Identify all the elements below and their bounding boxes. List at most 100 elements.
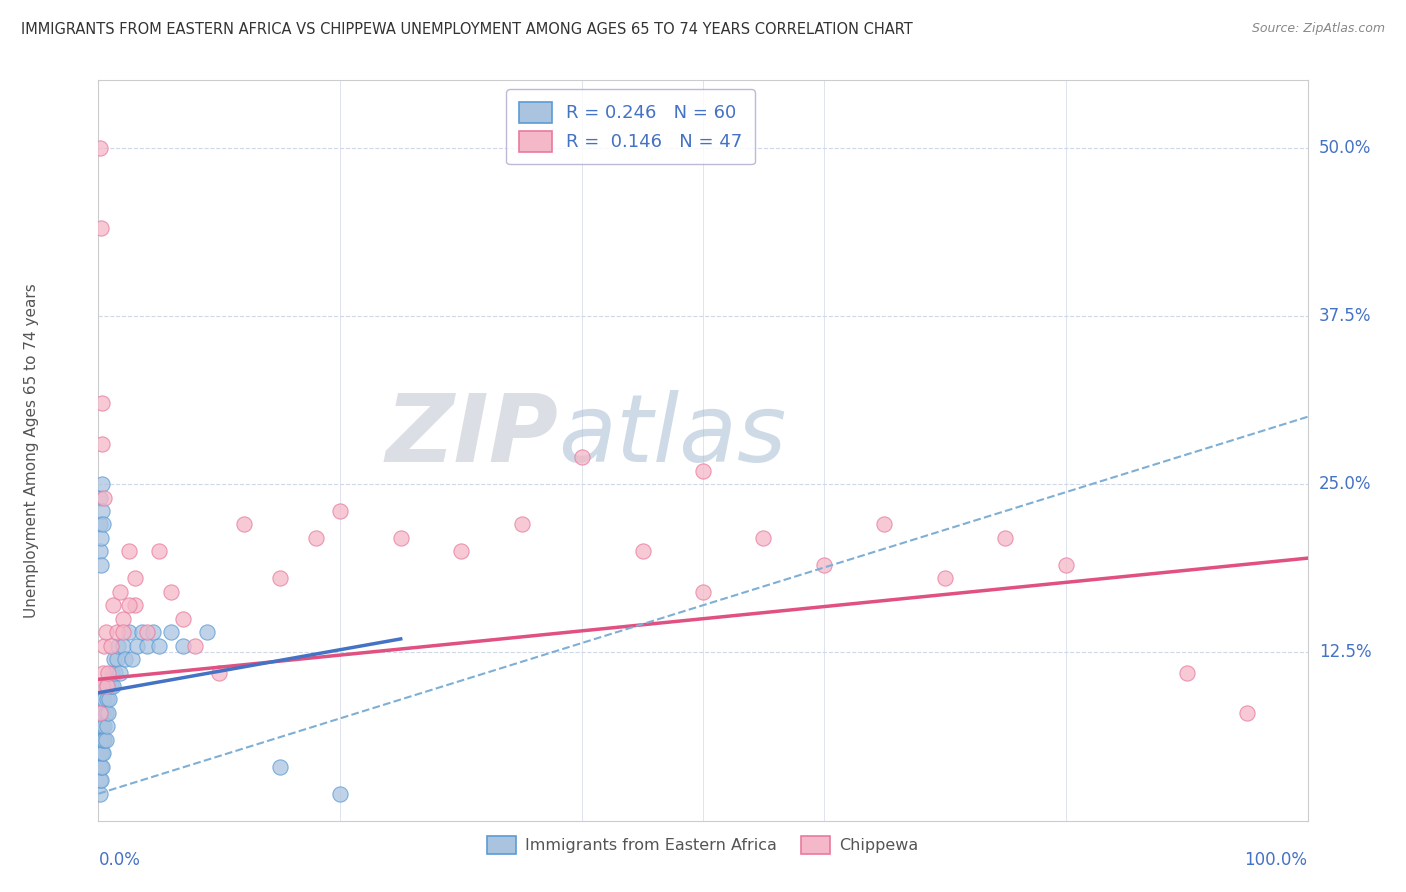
Point: [148, 639, 170, 653]
Point: [131, 625, 153, 640]
Point: [118, 599, 141, 613]
Point: [93, 719, 115, 733]
Point: [90, 221, 112, 235]
Point: [91, 732, 114, 747]
Point: [172, 612, 194, 626]
Point: [873, 517, 896, 532]
Point: [107, 639, 129, 653]
Point: [93, 491, 115, 505]
Point: [89, 706, 111, 720]
Point: [692, 584, 714, 599]
Point: [148, 544, 170, 558]
Point: [329, 504, 352, 518]
Point: [1054, 558, 1077, 572]
Point: [103, 652, 125, 666]
Point: [142, 625, 165, 640]
Point: [118, 625, 141, 640]
Point: [91, 679, 114, 693]
Point: [89, 773, 111, 788]
Text: ZIP: ZIP: [385, 390, 558, 482]
Point: [91, 477, 114, 491]
Point: [91, 747, 114, 761]
Point: [692, 464, 714, 478]
Point: [90, 558, 112, 572]
Point: [91, 719, 114, 733]
Point: [172, 639, 194, 653]
Point: [1236, 706, 1258, 720]
Text: 50.0%: 50.0%: [1319, 138, 1371, 157]
Point: [269, 571, 291, 585]
Point: [89, 732, 111, 747]
Point: [93, 692, 115, 706]
Text: IMMIGRANTS FROM EASTERN AFRICA VS CHIPPEWA UNEMPLOYMENT AMONG AGES 65 TO 74 YEAR: IMMIGRANTS FROM EASTERN AFRICA VS CHIPPE…: [21, 22, 912, 37]
Point: [97, 679, 120, 693]
Point: [90, 760, 112, 774]
Point: [89, 140, 111, 154]
Point: [631, 544, 654, 558]
Text: 0.0%: 0.0%: [98, 851, 141, 869]
Point: [571, 450, 593, 465]
Point: [111, 639, 134, 653]
Text: Unemployment Among Ages 65 to 74 years: Unemployment Among Ages 65 to 74 years: [24, 283, 39, 618]
Point: [184, 639, 207, 653]
Point: [813, 558, 835, 572]
Point: [89, 747, 111, 761]
Point: [104, 665, 127, 680]
Point: [90, 531, 112, 545]
Point: [89, 544, 111, 558]
Point: [90, 706, 112, 720]
Point: [91, 679, 114, 693]
Point: [89, 760, 111, 774]
Point: [91, 517, 114, 532]
Point: [91, 665, 114, 680]
Point: [124, 599, 146, 613]
Point: [96, 692, 118, 706]
Point: [269, 760, 291, 774]
Point: [105, 625, 128, 640]
Point: [160, 584, 183, 599]
Point: [752, 531, 775, 545]
Point: [389, 531, 412, 545]
Point: [111, 612, 134, 626]
Point: [91, 436, 114, 450]
Point: [90, 732, 112, 747]
Point: [90, 747, 112, 761]
Point: [89, 491, 111, 505]
Point: [98, 692, 121, 706]
Point: [994, 531, 1017, 545]
Point: [1175, 665, 1198, 680]
Point: [93, 732, 115, 747]
Point: [195, 625, 218, 640]
Point: [105, 652, 128, 666]
Point: [329, 787, 352, 801]
Point: [91, 396, 114, 410]
Point: [135, 639, 157, 653]
Point: [135, 625, 157, 640]
Point: [97, 665, 120, 680]
Point: [91, 504, 114, 518]
Text: atlas: atlas: [558, 390, 786, 481]
Point: [101, 679, 124, 693]
Point: [94, 706, 117, 720]
Point: [93, 639, 115, 653]
Point: [91, 747, 114, 761]
Point: [100, 679, 122, 693]
Point: [108, 584, 131, 599]
Point: [208, 665, 231, 680]
Point: [118, 544, 141, 558]
Text: Source: ZipAtlas.com: Source: ZipAtlas.com: [1251, 22, 1385, 36]
Point: [89, 787, 111, 801]
Point: [96, 679, 118, 693]
Text: 25.0%: 25.0%: [1319, 475, 1371, 493]
Point: [100, 639, 122, 653]
Point: [97, 706, 120, 720]
Point: [101, 599, 124, 613]
Point: [89, 517, 111, 532]
Point: [111, 625, 134, 640]
Point: [91, 760, 114, 774]
Point: [305, 531, 328, 545]
Point: [160, 625, 183, 640]
Text: 100.0%: 100.0%: [1244, 851, 1308, 869]
Point: [121, 652, 143, 666]
Point: [89, 719, 111, 733]
